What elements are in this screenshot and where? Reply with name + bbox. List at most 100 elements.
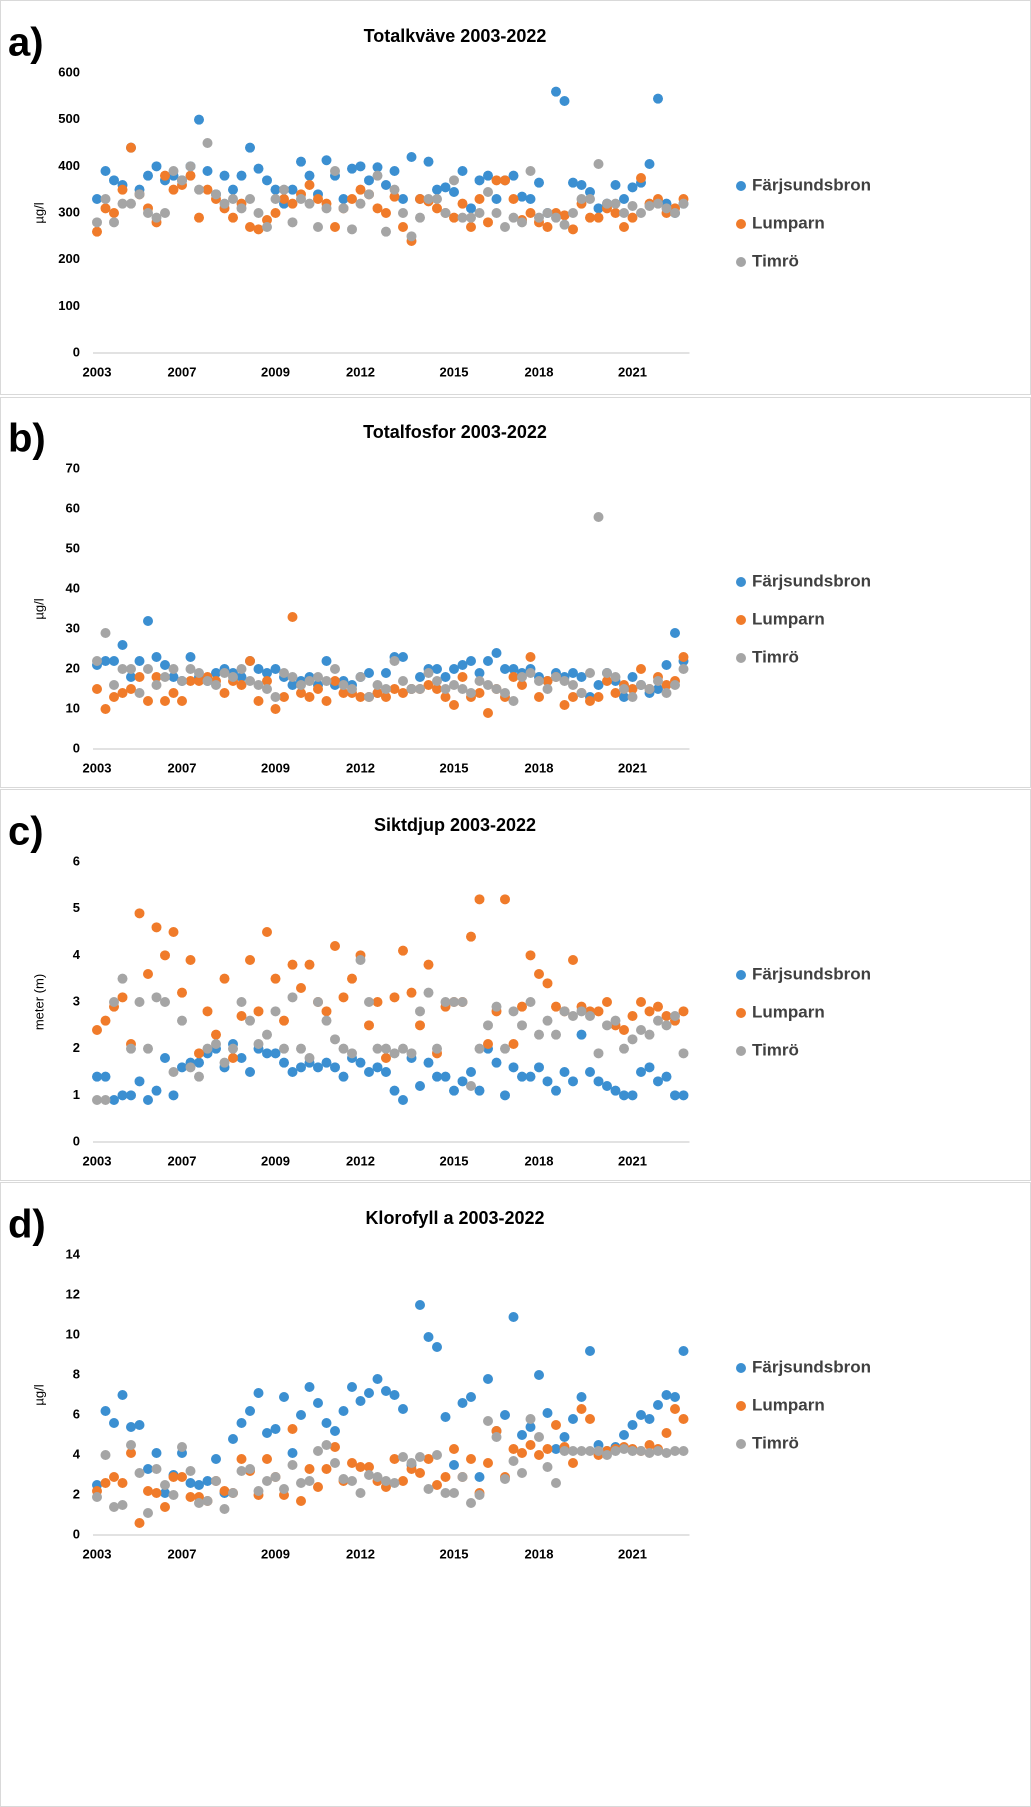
data-point bbox=[593, 203, 604, 214]
data-point bbox=[423, 959, 434, 970]
data-point bbox=[126, 684, 136, 694]
data-point bbox=[270, 704, 281, 714]
data-point bbox=[330, 941, 340, 951]
data-point bbox=[168, 664, 179, 674]
data-point bbox=[372, 1043, 383, 1054]
data-point bbox=[185, 170, 196, 181]
data-point bbox=[219, 1504, 230, 1514]
data-point bbox=[602, 997, 612, 1007]
data-point bbox=[160, 660, 170, 670]
data-point bbox=[661, 203, 672, 214]
data-point bbox=[219, 668, 230, 678]
data-point bbox=[202, 138, 213, 148]
data-point bbox=[185, 676, 196, 686]
data-point bbox=[109, 1502, 119, 1512]
data-point bbox=[168, 1472, 179, 1482]
data-point bbox=[245, 955, 255, 965]
data-point bbox=[194, 184, 204, 195]
data-point bbox=[245, 1015, 255, 1026]
data-point bbox=[287, 198, 298, 209]
data-point bbox=[355, 161, 366, 172]
data-point bbox=[508, 1006, 519, 1017]
data-point bbox=[398, 194, 408, 204]
data-point bbox=[185, 664, 196, 674]
data-point bbox=[559, 96, 570, 106]
legend-marker bbox=[736, 1439, 746, 1449]
y-tick-label: 4 bbox=[73, 947, 81, 962]
data-point bbox=[304, 1382, 315, 1392]
data-point bbox=[211, 1029, 221, 1040]
data-point bbox=[279, 692, 289, 702]
data-point bbox=[457, 684, 468, 694]
data-point bbox=[542, 1015, 553, 1026]
data-point bbox=[483, 1039, 493, 1049]
data-point bbox=[551, 212, 561, 223]
data-point bbox=[262, 1476, 272, 1486]
data-point bbox=[627, 692, 638, 702]
data-point bbox=[347, 224, 357, 235]
x-tick-label: 2009 bbox=[261, 760, 290, 775]
data-point bbox=[627, 201, 638, 211]
data-point bbox=[364, 1462, 374, 1472]
data-point bbox=[92, 1071, 102, 1082]
data-point bbox=[355, 955, 366, 965]
data-point bbox=[168, 688, 179, 698]
data-point bbox=[534, 969, 544, 979]
data-point bbox=[100, 1071, 111, 1082]
data-point bbox=[432, 1450, 442, 1460]
data-point bbox=[542, 676, 553, 686]
data-point bbox=[160, 1502, 170, 1512]
data-point bbox=[100, 166, 111, 176]
data-point bbox=[236, 672, 247, 682]
x-tick-label: 2009 bbox=[261, 364, 290, 379]
data-point bbox=[585, 212, 595, 223]
data-point bbox=[304, 959, 315, 970]
data-point bbox=[117, 1390, 128, 1400]
y-tick-label: 4 bbox=[73, 1446, 81, 1461]
data-point bbox=[219, 688, 230, 698]
data-point bbox=[160, 208, 170, 218]
data-point bbox=[270, 208, 281, 218]
data-point bbox=[270, 1006, 281, 1017]
data-point bbox=[466, 222, 476, 232]
data-point bbox=[287, 184, 298, 195]
y-tick-label: 1 bbox=[73, 1087, 80, 1102]
data-point bbox=[92, 684, 102, 694]
data-point bbox=[134, 656, 145, 666]
data-point bbox=[134, 688, 145, 698]
data-point bbox=[568, 955, 578, 965]
data-point bbox=[100, 1095, 111, 1105]
data-point bbox=[619, 1090, 629, 1101]
data-point bbox=[381, 226, 391, 237]
data-point bbox=[321, 1440, 332, 1450]
data-point bbox=[449, 212, 459, 223]
data-point bbox=[270, 692, 281, 702]
data-point bbox=[236, 1454, 247, 1464]
data-point bbox=[670, 1446, 680, 1456]
data-point bbox=[143, 969, 153, 979]
data-point bbox=[228, 194, 238, 204]
data-point bbox=[585, 187, 595, 197]
data-point bbox=[211, 680, 221, 690]
data-point bbox=[432, 1071, 442, 1082]
data-point bbox=[627, 212, 638, 223]
data-point bbox=[330, 222, 340, 232]
data-point bbox=[432, 684, 442, 694]
data-point bbox=[653, 1001, 663, 1012]
data-point bbox=[636, 1067, 646, 1077]
data-point bbox=[313, 1482, 323, 1492]
data-point bbox=[262, 684, 272, 694]
data-point bbox=[100, 203, 111, 214]
data-point bbox=[330, 1442, 340, 1452]
data-point bbox=[593, 1076, 604, 1087]
data-point bbox=[678, 1090, 689, 1101]
data-point bbox=[143, 696, 153, 706]
data-point bbox=[449, 664, 459, 674]
y-tick-label: 500 bbox=[58, 111, 80, 126]
data-point bbox=[389, 992, 400, 1003]
y-tick-label: 50 bbox=[66, 540, 80, 555]
data-point bbox=[483, 656, 493, 666]
data-point bbox=[508, 170, 519, 181]
data-point bbox=[653, 198, 663, 209]
x-tick-label: 2021 bbox=[618, 760, 647, 775]
